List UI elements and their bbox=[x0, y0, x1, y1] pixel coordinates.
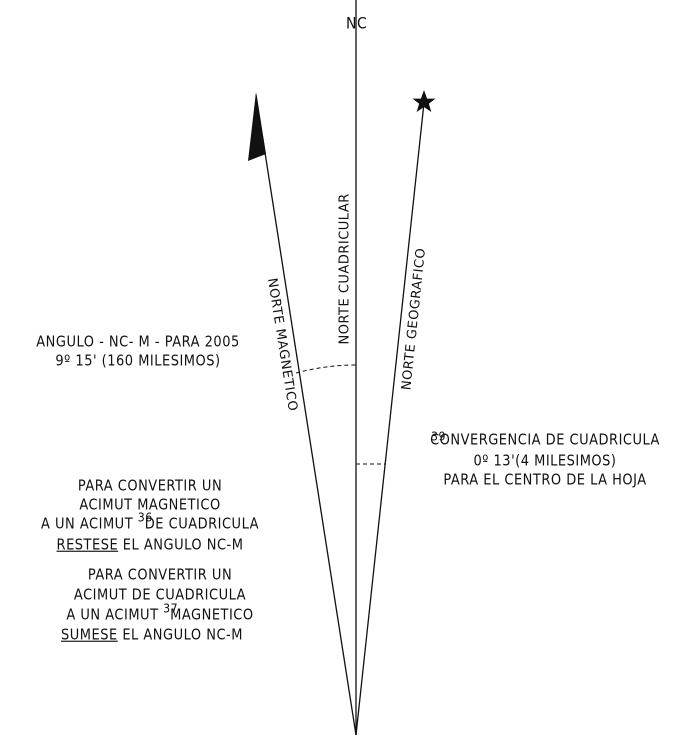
convergencia-title: CONVERGENCIA DE CUADRICULA bbox=[425, 432, 665, 449]
restese-line-3-b: DE CUADRICULA bbox=[145, 516, 259, 533]
convergencia-value: 0º 13'(4 MILESIMOS) bbox=[425, 453, 665, 470]
sumese-line-4-b: EL ANGULO NC-M bbox=[118, 627, 243, 644]
sumese-line-3-a: A UN ACIMUT bbox=[66, 607, 163, 624]
angulo-nc-m-value: 9º 15' (160 MILESIMOS) bbox=[18, 353, 258, 370]
geographic-north-line bbox=[356, 103, 424, 735]
declination-angle-arc bbox=[296, 365, 356, 373]
restese-line-4: RESTESE EL ANGULO NC-M bbox=[30, 537, 270, 554]
norte-cuadricular-label: NORTE CUADRICULAR bbox=[338, 225, 353, 345]
sumese-line-3: A UN ACIMUT 37MAGNETICO bbox=[40, 607, 280, 624]
restese-line-3-a: A UN ACIMUT bbox=[41, 516, 138, 533]
angulo-nc-m-title: ANGULO - NC- M - PARA 2005 bbox=[18, 334, 258, 351]
restese-line-4-b: EL ANGULO NC-M bbox=[118, 537, 243, 554]
stray-mark-36: 36 bbox=[138, 510, 153, 525]
restese-line-1: PARA CONVERTIR UN bbox=[30, 478, 270, 495]
stray-mark-37: 37 bbox=[163, 601, 178, 616]
magnetic-north-arrowhead bbox=[248, 92, 266, 161]
restese-line-3: A UN ACIMUT 36DE CUADRICULA bbox=[30, 516, 270, 533]
nc-label: NC bbox=[346, 15, 367, 33]
sumese-line-1: PARA CONVERTIR UN bbox=[40, 567, 280, 584]
convergencia-center-note: PARA EL CENTRO DE LA HOJA bbox=[425, 472, 665, 489]
sumese-underlined: SUMESE bbox=[61, 627, 118, 644]
sumese-line-3-b: MAGNETICO bbox=[170, 607, 253, 624]
sumese-line-2: ACIMUT DE CUADRICULA bbox=[40, 587, 280, 604]
sumese-line-4: SUMESE EL ANGULO NC-M bbox=[32, 627, 272, 644]
restese-underlined: RESTESE bbox=[57, 537, 119, 554]
